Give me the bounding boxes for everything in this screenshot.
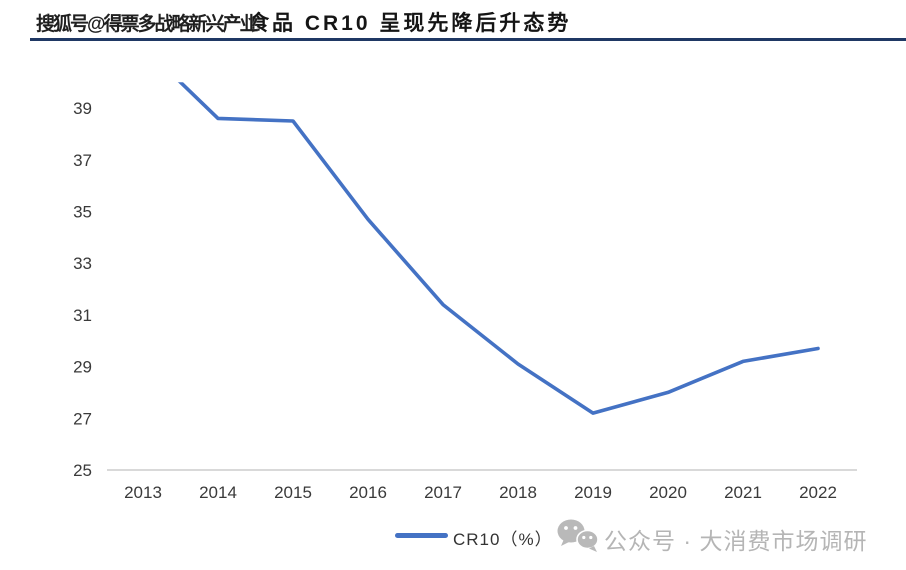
x-axis-label: 2019 [574,483,612,502]
legend-line-swatch [395,533,448,538]
y-axis-label: 33 [73,254,92,273]
legend-label: CR10（%） [453,530,553,549]
x-axis-label: 2020 [649,483,687,502]
y-axis-label: 37 [73,151,92,170]
chart-title: 食品 CR10 呈现先降后升态势 [248,12,572,35]
y-axis-label: 29 [73,358,92,377]
sohu-watermark-text: 搜狐号@得票多战略新兴产业 [36,14,259,35]
x-axis-label: 2022 [799,483,837,502]
x-axis-label: 2015 [274,483,312,502]
x-axis-label: 2017 [424,483,462,502]
cr10-series-line [177,82,820,415]
x-axis-label: 2013 [124,483,162,502]
x-axis-label: 2016 [349,483,387,502]
y-axis-label: 35 [73,203,92,222]
x-axis-label: 2014 [199,483,237,502]
y-axis-label: 31 [73,306,92,325]
cr10-line-chart: 25 27 29 31 33 35 37 39 2013 2014 2015 2016 2017 2018… [73,82,857,502]
title-divider [30,38,906,41]
y-axis-label: 27 [73,409,92,428]
y-axis-label: 25 [73,461,92,480]
y-axis-label: 39 [73,99,92,118]
x-axis-label: 2018 [499,483,537,502]
wechat-icon [557,519,599,552]
x-axis-label: 2021 [724,483,762,502]
wechat-account-watermark: 公众号 · 大消费市场调研 [604,528,868,554]
